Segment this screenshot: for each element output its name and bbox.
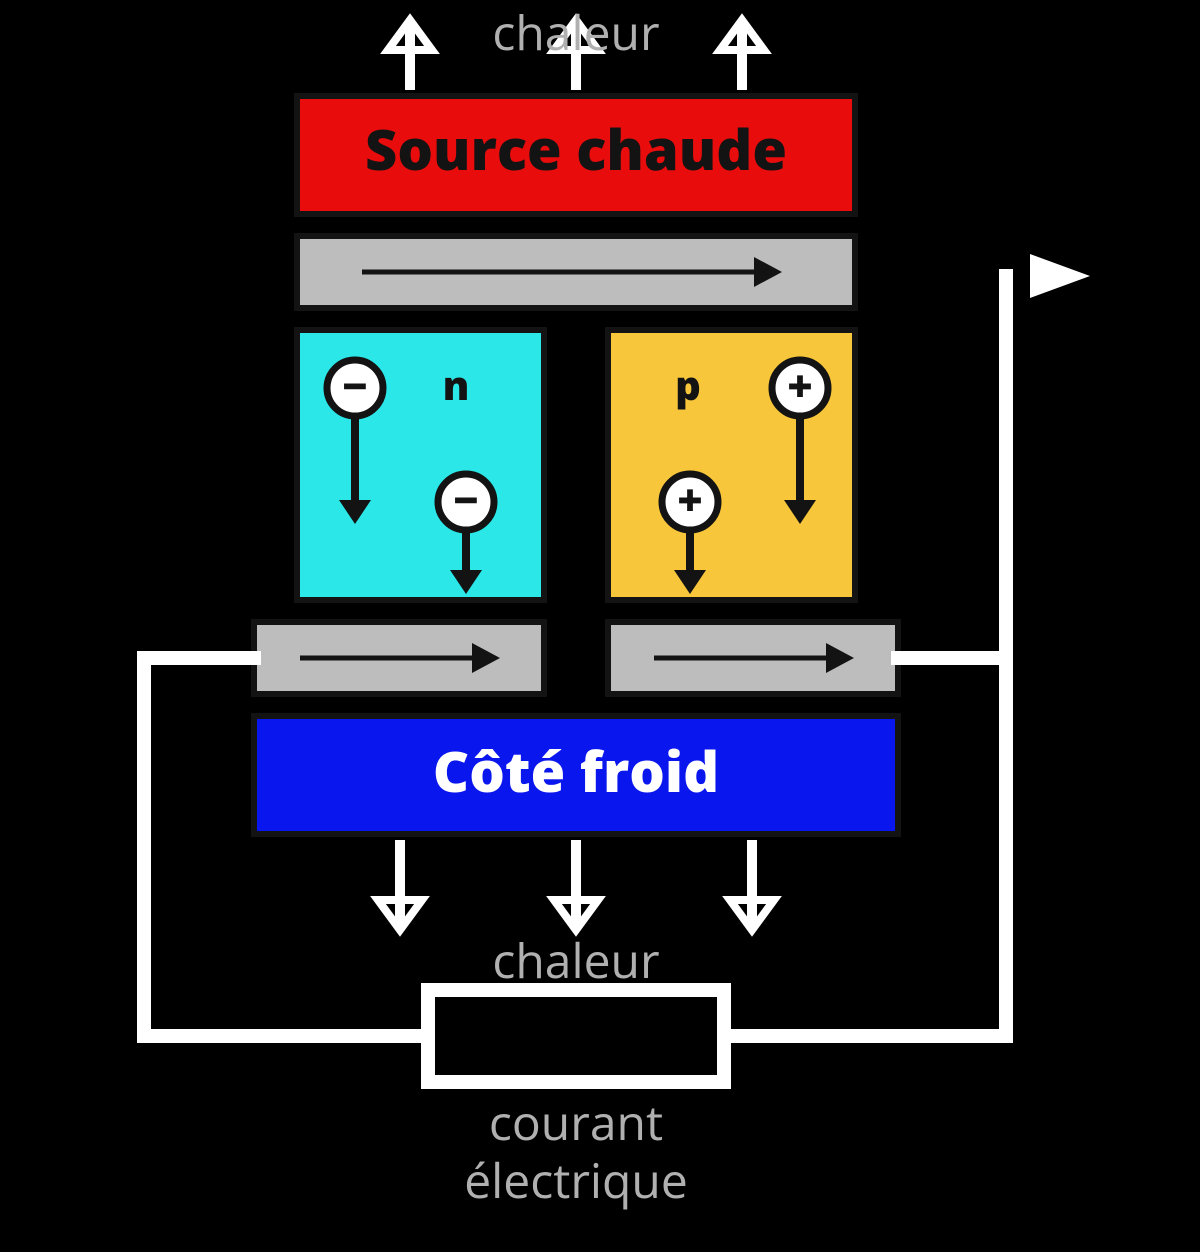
electron-1-sign: − (343, 355, 368, 415)
hole-1-sign: + (677, 469, 703, 529)
label-chaleur-bot: chaleur (492, 928, 659, 993)
hole-2-sign: + (787, 355, 813, 415)
label-n: n (443, 357, 470, 412)
label-current-1: courant (489, 1090, 663, 1155)
label-p: p (675, 357, 701, 412)
electron-2-sign: − (454, 469, 479, 529)
label-chaleur-top: chaleur (492, 0, 659, 65)
label-hot: Source chaude (365, 111, 787, 187)
label-current-2: électrique (464, 1148, 688, 1213)
label-cold: Côté froid (433, 733, 719, 809)
